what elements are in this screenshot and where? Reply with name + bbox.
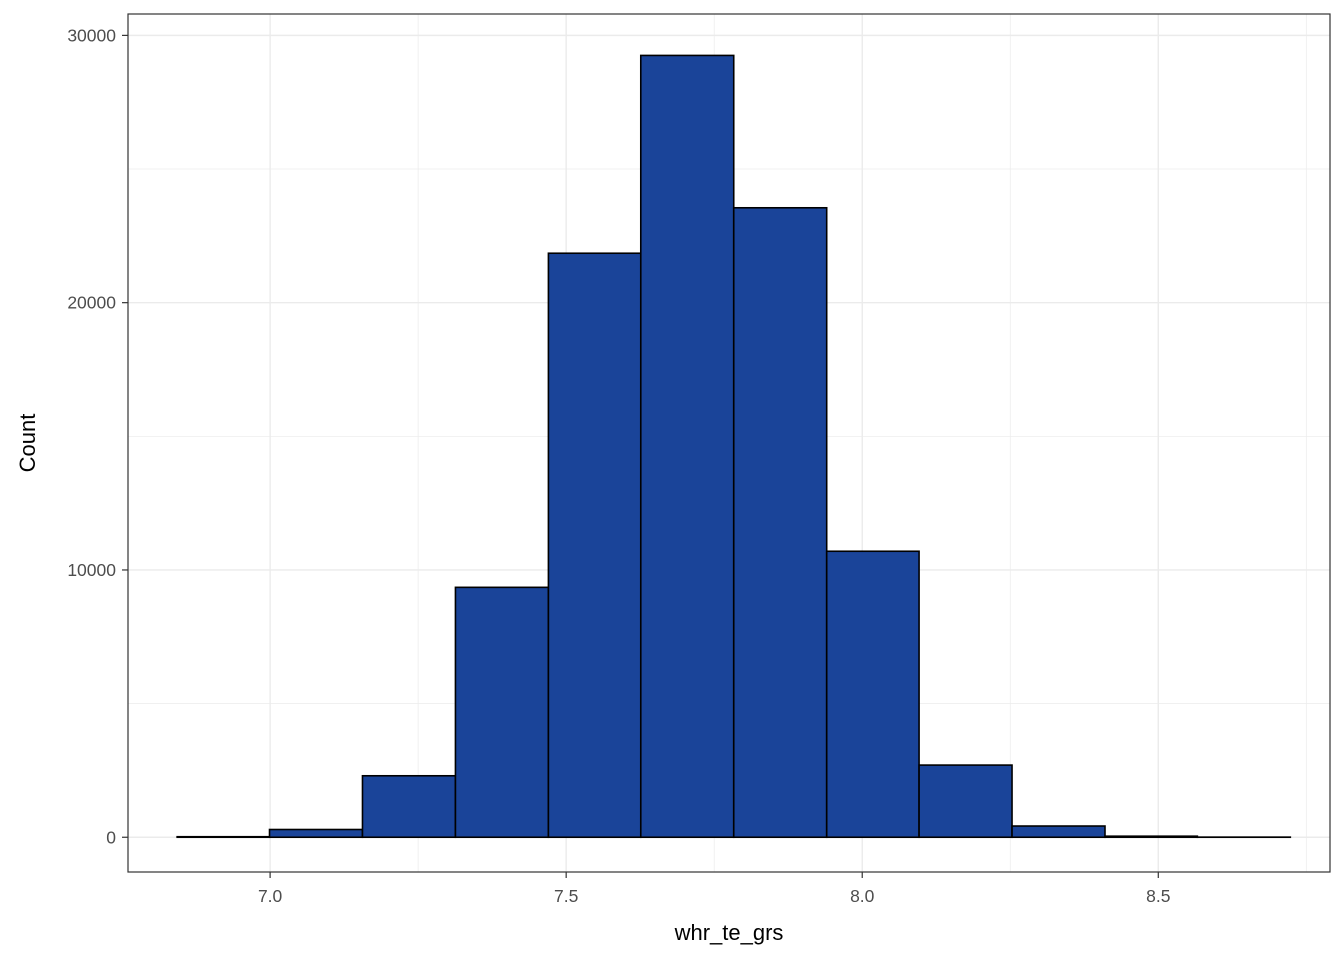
y-tick-label: 10000 xyxy=(67,560,116,580)
histogram-bar xyxy=(176,835,271,839)
y-axis: 0 10000 20000 30000 xyxy=(67,25,128,847)
histogram-bar xyxy=(361,774,457,839)
y-tick-label: 20000 xyxy=(67,293,116,313)
x-tick-label: 8.0 xyxy=(850,886,875,906)
y-axis-title: Count xyxy=(15,414,40,473)
histogram-bar xyxy=(547,252,642,839)
plot-panel-border xyxy=(127,13,1331,873)
y-tick-label: 30000 xyxy=(67,25,116,45)
x-tick-label: 7.0 xyxy=(258,886,283,906)
histogram-bar xyxy=(1104,835,1199,839)
x-tick-label: 7.5 xyxy=(554,886,578,906)
histogram-bar xyxy=(732,206,828,839)
histogram-bar xyxy=(268,828,364,839)
histogram-bar xyxy=(639,54,735,839)
x-tick-label: 8.5 xyxy=(1146,886,1170,906)
histogram-bar xyxy=(1011,825,1106,839)
histogram-bar xyxy=(825,550,920,839)
histogram-bars xyxy=(176,54,1292,839)
x-axis-title: whr_te_grs xyxy=(674,920,784,945)
x-axis: 7.0 7.5 8.0 8.5 xyxy=(258,872,1170,906)
y-tick-label: 0 xyxy=(106,827,116,847)
histogram-bar xyxy=(918,764,1013,839)
histogram-bar xyxy=(454,586,550,839)
